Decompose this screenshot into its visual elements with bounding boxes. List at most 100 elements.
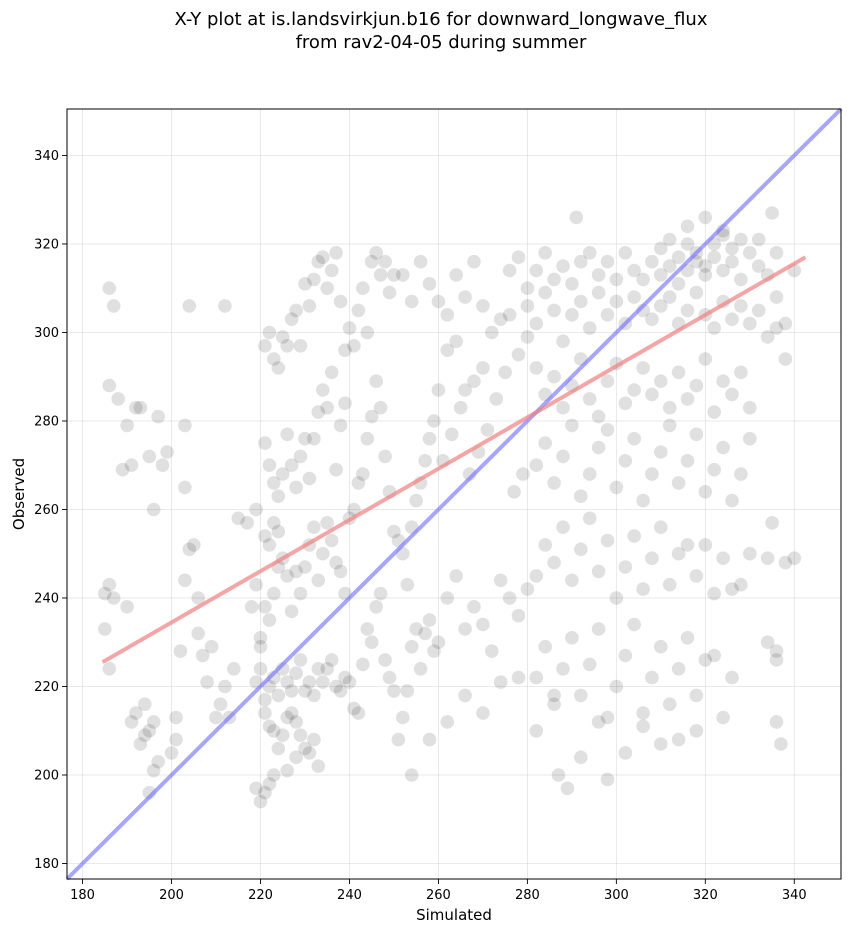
- data-point: [556, 662, 570, 676]
- data-point: [551, 768, 566, 782]
- data-point: [338, 396, 352, 411]
- data-point: [467, 600, 481, 614]
- data-point: [560, 781, 575, 796]
- data-point: [520, 330, 535, 344]
- data-point: [320, 516, 335, 530]
- data-point: [698, 352, 713, 366]
- data-point: [302, 746, 317, 760]
- data-point: [529, 569, 544, 583]
- data-point: [743, 246, 757, 260]
- x-tick-label: 300: [604, 888, 629, 903]
- data-point: [378, 653, 392, 667]
- data-point: [636, 361, 650, 375]
- data-point: [427, 414, 441, 428]
- data-point: [556, 400, 570, 415]
- data-point: [765, 516, 779, 530]
- plot-frame: [66, 108, 842, 880]
- data-point: [734, 272, 748, 287]
- data-point: [467, 374, 481, 389]
- data-point: [778, 316, 793, 331]
- data-point: [311, 405, 326, 419]
- data-point: [400, 684, 415, 698]
- x-tick-label: 200: [159, 888, 184, 903]
- data-point: [689, 724, 704, 738]
- data-point: [351, 476, 366, 490]
- data-point: [725, 582, 739, 596]
- data-point: [734, 232, 748, 247]
- data-point: [382, 285, 397, 300]
- data-point: [645, 312, 659, 327]
- data-point: [689, 427, 704, 442]
- data-point: [565, 631, 579, 645]
- data-point: [547, 476, 561, 490]
- data-point: [298, 560, 312, 574]
- data-point: [627, 529, 641, 543]
- data-point: [591, 715, 606, 729]
- data-point: [293, 339, 308, 353]
- data-point: [373, 268, 388, 282]
- y-tick-label: 240: [34, 591, 59, 606]
- data-point: [124, 458, 139, 473]
- data-point: [787, 551, 802, 565]
- data-point: [618, 396, 633, 411]
- data-point: [458, 383, 472, 397]
- data-point: [556, 334, 570, 349]
- y-tick-label: 340: [34, 149, 59, 164]
- data-point: [253, 631, 268, 645]
- data-point: [316, 383, 330, 397]
- data-point: [280, 675, 295, 689]
- data-point: [547, 697, 561, 711]
- data-point: [422, 732, 437, 747]
- data-point: [716, 263, 730, 278]
- data-point: [609, 272, 624, 287]
- data-point: [356, 657, 370, 672]
- data-point: [618, 246, 633, 260]
- data-point: [129, 400, 143, 415]
- points-layer: [98, 206, 802, 809]
- data-point: [320, 400, 335, 415]
- data-point: [689, 569, 704, 583]
- data-point: [106, 591, 121, 605]
- data-point: [253, 794, 268, 809]
- data-point: [591, 268, 606, 282]
- data-point: [133, 400, 148, 415]
- data-point: [507, 485, 521, 499]
- data-point: [489, 392, 504, 406]
- data-point: [458, 688, 472, 703]
- data-point: [98, 586, 112, 601]
- data-point: [618, 648, 633, 663]
- data-point: [413, 662, 428, 676]
- data-point: [743, 316, 757, 331]
- data-point: [404, 294, 419, 309]
- data-point: [311, 759, 326, 773]
- data-point: [280, 710, 295, 725]
- data-point: [333, 294, 348, 309]
- data-point: [760, 635, 775, 649]
- data-point: [302, 471, 317, 486]
- data-point: [671, 277, 686, 291]
- data-point: [347, 701, 361, 716]
- data-point: [600, 308, 615, 322]
- y-tick-label: 220: [34, 680, 59, 695]
- data-point: [155, 458, 170, 473]
- data-point: [493, 312, 508, 327]
- data-point: [769, 653, 784, 667]
- data-point: [293, 449, 308, 464]
- data-point: [271, 524, 286, 539]
- data-point: [280, 339, 295, 353]
- data-point: [529, 263, 544, 278]
- data-point: [387, 524, 401, 539]
- data-point: [671, 662, 686, 676]
- data-point: [338, 343, 352, 358]
- data-point: [311, 254, 326, 269]
- data-point: [654, 268, 668, 282]
- data-point: [569, 210, 584, 225]
- data-point: [378, 449, 392, 464]
- data-point: [262, 538, 277, 552]
- data-point: [271, 489, 286, 504]
- data-point: [431, 383, 446, 397]
- data-point: [262, 777, 277, 791]
- data-point: [249, 577, 263, 592]
- data-point: [133, 737, 148, 751]
- data-point: [689, 285, 704, 300]
